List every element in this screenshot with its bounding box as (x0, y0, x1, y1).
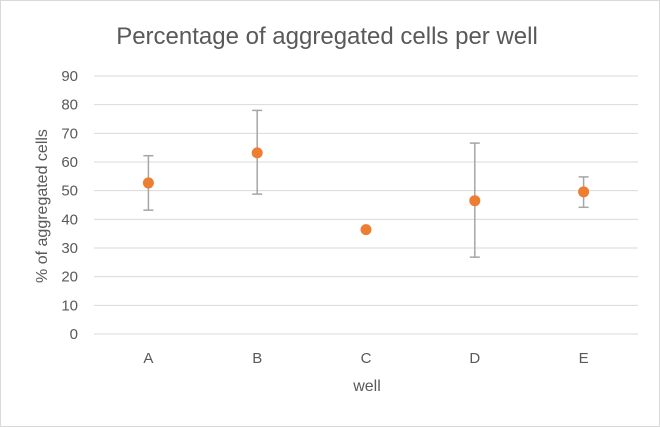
y-tick-labels: 0 10 20 30 40 50 60 70 80 90 (61, 68, 78, 343)
error-bars (143, 109, 589, 258)
x-tick-label: B (252, 350, 262, 367)
y-tick-label: 0 (70, 326, 78, 343)
chart-title: Percentage of aggregated cells per well (116, 23, 538, 50)
y-tick-label: 60 (61, 154, 78, 171)
y-tick-label: 40 (61, 211, 78, 228)
data-point (360, 224, 372, 236)
y-tick-label: 80 (61, 97, 78, 114)
y-tick-label: 20 (61, 269, 78, 286)
x-tick-label: D (469, 350, 480, 367)
data-points (142, 147, 590, 236)
x-tick-labels: A B C D E (143, 350, 588, 367)
y-tick-label: 30 (61, 240, 78, 257)
y-tick-label: 10 (61, 297, 78, 314)
x-axis-title: well (352, 378, 381, 395)
y-tick-label: 50 (61, 183, 78, 200)
x-tick-label: C (361, 350, 372, 367)
y-tick-label: 90 (61, 68, 78, 85)
x-tick-label: E (579, 350, 589, 367)
data-point (251, 147, 263, 159)
y-axis-title: % of aggregated cells (34, 129, 51, 283)
gridlines (94, 75, 638, 335)
data-point (578, 186, 590, 198)
data-point (142, 177, 154, 189)
y-tick-label: 70 (61, 125, 78, 142)
x-tick-label: A (143, 350, 153, 367)
data-point (469, 195, 481, 207)
